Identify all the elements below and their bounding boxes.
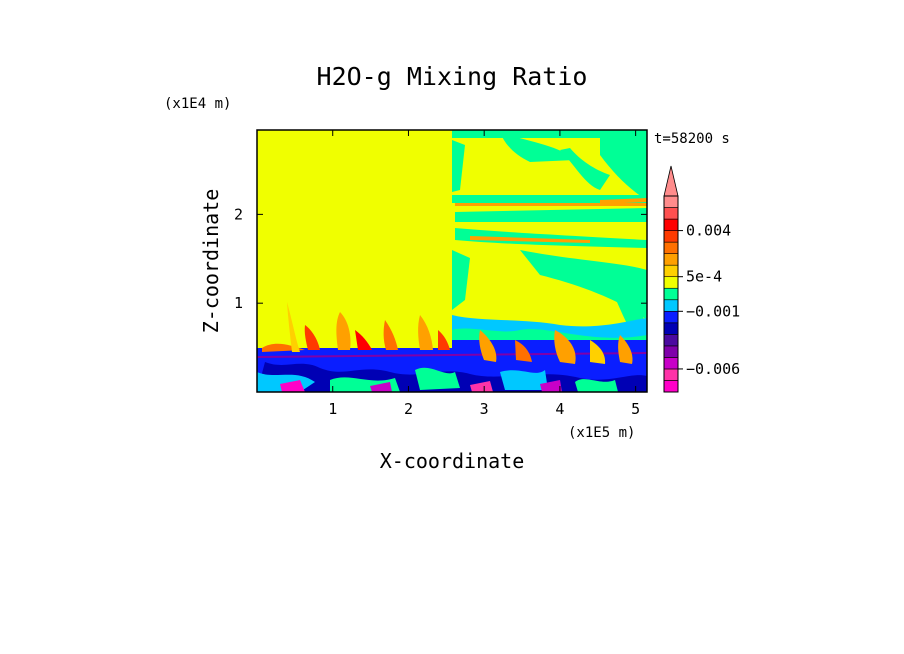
colorbar-frame xyxy=(663,195,679,393)
colorbar-segment xyxy=(663,380,679,393)
orange-streaks xyxy=(455,198,647,243)
y-axis-label: Z-coordinate xyxy=(199,189,223,334)
colorbar-segment xyxy=(663,218,679,231)
heatmap-field xyxy=(257,130,647,392)
colorbar: 0.004 5e-4 −0.001 −0.006 xyxy=(663,165,740,393)
green-layers xyxy=(452,130,647,330)
chart-title: H2O-g Mixing Ratio xyxy=(317,62,588,91)
colorbar-segment xyxy=(663,195,679,208)
x-axis-label: X-coordinate xyxy=(380,449,525,473)
colorbar-label: −0.006 xyxy=(686,360,740,378)
y-axis-ticks: 12 xyxy=(234,205,647,312)
colorbar-segment xyxy=(663,241,679,254)
colorbar-segment xyxy=(663,368,679,381)
plumes-right xyxy=(479,330,633,364)
colorbar-segment xyxy=(663,322,679,335)
colorbar-label: 5e-4 xyxy=(686,268,722,286)
x-scale-label: (x1E5 m) xyxy=(568,425,635,441)
y-tick-label: 1 xyxy=(234,294,243,312)
colorbar-segment xyxy=(663,207,679,220)
time-label: t=58200 s xyxy=(654,131,730,147)
colorbar-segment xyxy=(663,276,679,289)
plumes-left xyxy=(262,302,450,352)
colorbar-segment xyxy=(663,310,679,324)
x-tick-label: 5 xyxy=(631,400,640,418)
colorbar-label: 0.004 xyxy=(686,222,731,240)
colorbar-segment xyxy=(663,334,679,347)
colorbar-label: −0.001 xyxy=(686,302,740,320)
x-tick-label: 1 xyxy=(328,400,337,418)
colorbar-segment xyxy=(663,253,679,266)
colorbar-segment xyxy=(663,299,679,312)
y-scale-label: (x1E4 m) xyxy=(164,96,231,112)
colorbar-segment xyxy=(663,264,679,278)
colorbar-segment xyxy=(663,230,679,243)
colorbar-segment xyxy=(663,345,679,358)
colorbar-segment xyxy=(663,357,679,370)
colorbar-arrow xyxy=(663,165,679,197)
y-tick-label: 2 xyxy=(234,205,243,223)
x-tick-label: 3 xyxy=(480,400,489,418)
x-tick-label: 4 xyxy=(555,400,564,418)
x-axis-ticks: 1 2 3 4 5 xyxy=(328,130,640,418)
plot-frame xyxy=(256,129,648,393)
colorbar-segment xyxy=(663,287,679,301)
x-tick-label: 2 xyxy=(404,400,413,418)
